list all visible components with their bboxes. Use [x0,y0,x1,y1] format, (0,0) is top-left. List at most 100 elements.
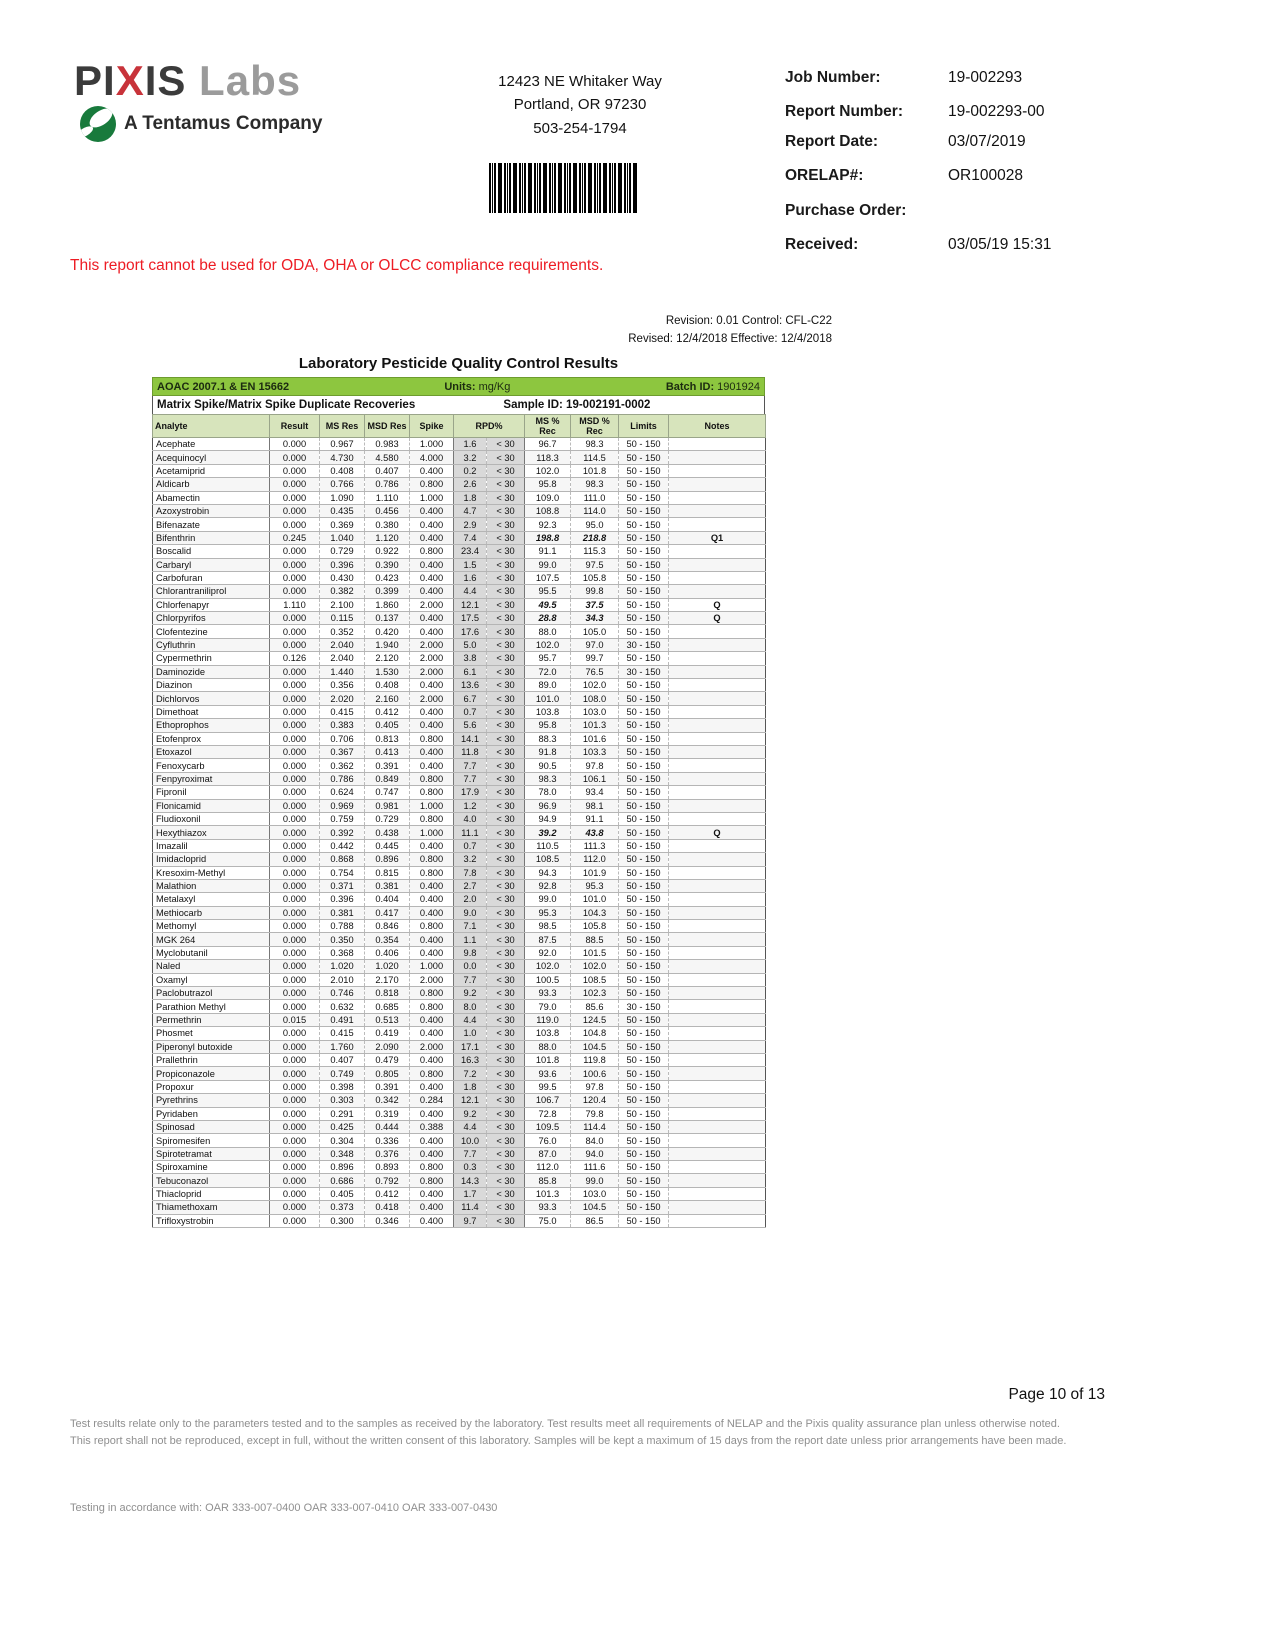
cell-result: 0.000 [269,544,320,559]
cell-rpd: 1.8 [453,491,487,505]
analyte-row: Spinosad 0.000 0.425 0.444 0.388 4.4 < 30 109.5… [152,1120,766,1135]
cell-limits: 50 - 150 [618,839,670,854]
cell-ms-rec: 75.0 [524,1214,572,1229]
cell-limits: 50 - 150 [618,544,670,559]
cell-msd-rec: 103.0 [570,705,620,720]
cell-limits: 50 - 150 [618,1093,670,1108]
cell-ms-res: 0.969 [319,799,365,813]
qc-table: Analyte Result MS Res MSD Res Spike RPD%… [152,414,767,1229]
cell-spike: 1.000 [409,959,454,974]
analyte-row: Bifenthrin 0.245 1.040 1.120 0.400 7.4 < 30 198… [152,531,766,546]
analyte-row: Diazinon 0.000 0.356 0.408 0.400 13.6 < 30 89.0… [152,678,766,693]
cell-msd-rec: 99.7 [570,651,620,666]
cell-rpd-limit: < 30 [486,665,526,680]
cell-msd-rec: 97.8 [570,1080,620,1095]
cell-rpd-limit: < 30 [486,986,526,1001]
cell-result: 0.126 [269,651,320,666]
cell-analyte: Aldicarb [152,477,270,492]
logo-wordmark: PIXIS Labs [74,60,322,102]
cell-msd-res: 1.110 [364,491,410,505]
cell-result: 0.000 [269,1066,320,1081]
units-label: Units: [444,380,476,393]
cell-limits: 50 - 150 [618,477,670,492]
cell-notes [668,879,766,894]
cell-result: 0.000 [269,477,320,492]
cell-analyte: Abamectin [152,491,270,505]
cell-msd-res: 0.390 [364,558,410,572]
cell-analyte: Acephate [152,437,270,452]
cell-msd-res: 0.513 [364,1013,410,1028]
cell-rpd: 1.0 [453,1026,487,1041]
cell-rpd: 1.6 [453,571,487,586]
cell-rpd: 13.6 [453,678,487,693]
cell-msd-rec: 100.6 [570,1066,620,1081]
cell-ms-res: 0.729 [319,544,365,559]
cell-msd-rec: 103.3 [570,745,620,760]
cell-spike: 0.400 [409,1200,454,1215]
cell-notes [668,705,766,720]
cell-limits: 50 - 150 [618,1200,670,1215]
cell-msd-rec: 218.8 [570,531,620,546]
cell-analyte: Dichlorvos [152,691,270,706]
analyte-row: Malathion 0.000 0.371 0.381 0.400 2.7 < 30 92.8… [152,879,766,894]
cell-notes [668,919,766,934]
cell-ms-res: 4.730 [319,450,365,465]
cell-ms-rec: 103.8 [524,1026,572,1041]
cell-ms-rec: 108.5 [524,852,572,867]
cell-limits: 50 - 150 [618,919,670,934]
analyte-row: Dichlorvos 0.000 2.020 2.160 2.000 6.7 < 30 101… [152,691,766,706]
logo-text-labs: Labs [186,57,302,104]
cell-analyte: Fenoxycarb [152,758,270,773]
cell-result: 0.000 [269,1026,320,1041]
footer-disclaimer: Test results relate only to the paramete… [70,1418,1067,1447]
cell-ms-res: 0.291 [319,1107,365,1121]
cell-result: 0.000 [269,1080,320,1095]
cell-notes [668,946,766,961]
cell-rpd: 3.2 [453,450,487,465]
cell-ms-res: 0.425 [319,1120,365,1135]
cell-msd-rec: 84.0 [570,1133,620,1148]
qc-results-section: Laboratory Pesticide Quality Control Res… [152,355,767,1229]
compliance-notice: This report cannot be used for ODA, OHA … [70,257,604,274]
cell-msd-rec: 95.0 [570,517,620,532]
cell-ms-res: 0.356 [319,678,365,693]
cell-ms-rec: 92.8 [524,879,572,894]
cell-msd-res: 0.418 [364,1200,410,1215]
cell-analyte: Bifenthrin [152,531,270,546]
cell-ms-rec: 96.7 [524,437,572,452]
cell-analyte: Acequinocyl [152,450,270,465]
analyte-row: Acephate 0.000 0.967 0.983 1.000 1.6 < 30 96.7 9… [152,437,766,452]
cell-rpd-limit: < 30 [486,611,526,626]
col-result: Result [269,414,320,438]
cell-result: 0.000 [269,584,320,599]
cell-ms-rec: 94.3 [524,866,572,880]
cell-ms-rec: 109.5 [524,1120,572,1135]
cell-ms-rec: 198.8 [524,531,572,546]
column-header-row: Analyte Result MS Res MSD Res Spike RPD%… [152,414,767,438]
analyte-row: Spirotetramat 0.000 0.348 0.376 0.400 7.7 < 30… [152,1147,766,1162]
cell-rpd-limit: < 30 [486,504,526,519]
cell-notes [668,678,766,693]
cell-analyte: Azoxystrobin [152,504,270,519]
cell-rpd: 7.8 [453,866,487,880]
cell-notes [668,852,766,867]
cell-notes [668,973,766,988]
cell-msd-res: 0.137 [364,611,410,626]
cell-analyte: Fipronil [152,785,270,800]
cell-result: 0.000 [269,745,320,760]
analyte-row: Permethrin 0.015 0.491 0.513 0.400 4.4 < 30 119… [152,1013,766,1028]
cell-spike: 0.400 [409,1214,454,1229]
cell-result: 0.000 [269,959,320,974]
cell-notes [668,999,766,1014]
cell-spike: 0.800 [409,732,454,746]
cell-rpd-limit: < 30 [486,946,526,961]
cell-limits: 50 - 150 [618,691,670,706]
sample-id-cell: Sample ID: 19-002191-0002 [503,399,760,411]
cell-result: 0.000 [269,799,320,813]
cell-rpd-limit: < 30 [486,973,526,988]
cell-limits: 50 - 150 [618,892,670,907]
cell-result: 0.000 [269,919,320,934]
cell-msd-rec: 104.8 [570,1026,620,1041]
cell-spike: 0.400 [409,571,454,586]
cell-ms-res: 0.396 [319,892,365,907]
